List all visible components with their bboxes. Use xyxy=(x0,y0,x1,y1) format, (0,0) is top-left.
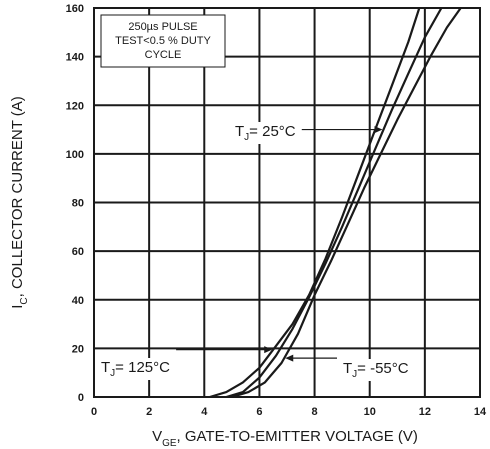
annotation-neg55c-background xyxy=(340,359,412,381)
y-tick-label: 100 xyxy=(66,149,84,161)
series-line-125c xyxy=(209,7,421,399)
note-line-1: 250µs PULSE xyxy=(128,21,197,33)
y-tick-label: 40 xyxy=(72,295,84,307)
series-line-neg55c xyxy=(231,7,462,399)
y-tick-label: 60 xyxy=(72,246,84,258)
annotation-125c-arrowhead xyxy=(264,346,273,354)
note-box xyxy=(100,14,226,68)
note-line-2: TEST<0.5 % DUTY xyxy=(115,35,211,47)
x-tick-label: 4 xyxy=(201,406,208,418)
series-line-25c xyxy=(225,7,443,399)
plot-frame xyxy=(93,7,481,398)
x-tick-label: 6 xyxy=(256,406,262,418)
x-axis-label: VGE, GATE-TO-EMITTER VOLTAGE (V) xyxy=(152,428,418,449)
y-tick-label: 80 xyxy=(72,198,84,210)
annotation-25c-label: TJ= 25°C xyxy=(235,123,296,143)
annotations: TJ= 25°C TJ= 125°C TJ= -55°C xyxy=(98,122,412,381)
x-tick-label: 12 xyxy=(419,406,431,418)
x-tick-label: 0 xyxy=(91,406,97,418)
annotation-125c-label: TJ= 125°C xyxy=(101,359,170,379)
annotation-neg55c-arrowhead xyxy=(285,354,294,362)
y-axis-label: IC, COLLECTOR CURRENT (A) xyxy=(9,96,30,309)
y-tick-labels: 0 20 40 60 80 100 120 140 160 xyxy=(66,3,84,404)
x-tick-label: 2 xyxy=(146,406,152,418)
y-tick-label: 0 xyxy=(78,392,84,404)
x-tick-label: 14 xyxy=(474,406,487,418)
x-tick-label: 8 xyxy=(312,406,318,418)
y-tick-label: 20 xyxy=(72,343,84,355)
series-lines xyxy=(209,7,462,399)
y-tick-label: 160 xyxy=(66,3,84,15)
y-tick-label: 140 xyxy=(66,52,84,64)
annotation-25c-arrowhead xyxy=(374,126,383,134)
x-tick-label: 10 xyxy=(364,406,376,418)
annotation-25c-background xyxy=(232,122,299,144)
annotation-neg55c-label: TJ= -55°C xyxy=(343,360,409,380)
annotation-125c-background xyxy=(98,358,174,380)
y-tick-label: 120 xyxy=(66,100,84,112)
test-conditions-note: 250µs PULSE TEST<0.5 % DUTY CYCLE xyxy=(100,14,226,68)
x-tick-labels: 0 2 4 6 8 10 12 14 xyxy=(91,406,487,418)
note-line-3: CYCLE xyxy=(145,49,182,61)
